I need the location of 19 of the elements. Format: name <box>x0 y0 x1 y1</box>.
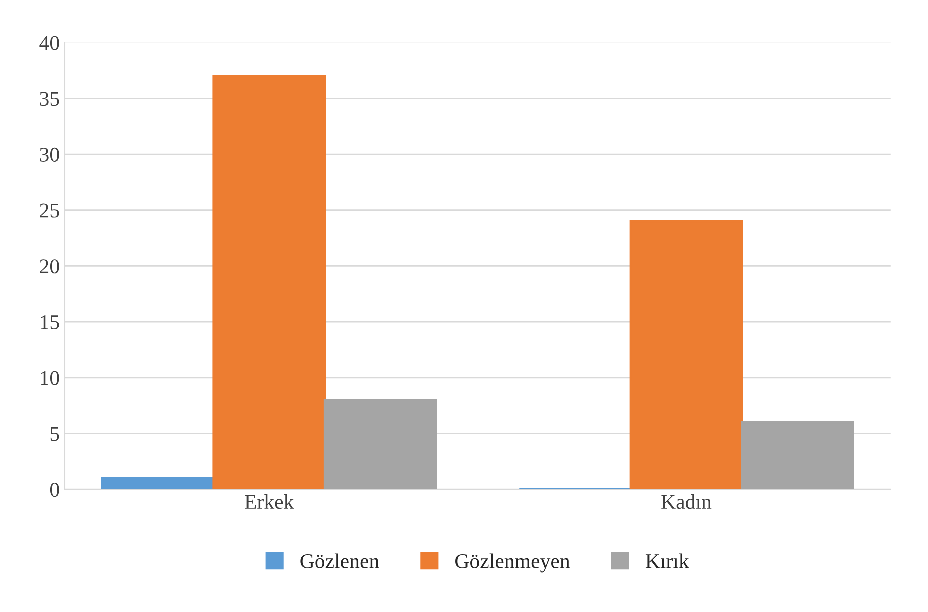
bar <box>324 399 438 490</box>
y-tick-label: 5 <box>50 427 60 442</box>
bar <box>212 75 326 490</box>
y-tick-label: 10 <box>41 371 60 386</box>
y-tick-label: 35 <box>40 92 60 106</box>
y-tick-label: 30 <box>40 148 60 162</box>
y-tick-label: 15 <box>41 316 60 330</box>
legend-label: Gözlenen <box>300 554 380 568</box>
y-tick-label: 0 <box>50 482 60 498</box>
bar <box>101 477 215 490</box>
y-tick-label: 40 <box>40 36 60 50</box>
legend-label: Gözlenmeyen <box>456 554 570 573</box>
y-tick-label: 20 <box>40 260 60 274</box>
bar <box>741 422 854 490</box>
x-tick-label: Kadın <box>662 494 712 510</box>
legend-label: Kırık <box>646 554 690 568</box>
bar <box>630 220 744 490</box>
y-tick-label: 25 <box>40 204 60 218</box>
x-tick-label: Erkek <box>245 494 294 510</box>
